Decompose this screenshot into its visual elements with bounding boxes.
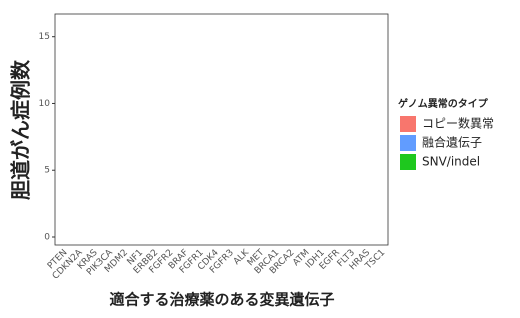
legend-label: SNV/indel xyxy=(422,155,480,169)
legend-label: コピー数異常 xyxy=(422,116,494,131)
legend-swatch xyxy=(400,154,416,170)
x-axis-label: 適合する治療薬のある変異遺伝子 xyxy=(109,291,334,309)
legend-title: ゲノム異常のタイプ xyxy=(398,97,489,110)
legend-swatch xyxy=(400,135,416,151)
y-tick-label: 15 xyxy=(39,32,50,42)
y-tick-label: 10 xyxy=(39,99,51,109)
legend-swatch xyxy=(400,116,416,132)
panel xyxy=(54,13,389,246)
y-tick-label: 0 xyxy=(44,232,50,242)
y-tick-label: 5 xyxy=(44,166,50,176)
y-axis-label: 胆道がん症例数 xyxy=(9,59,33,200)
legend-label: 融合遺伝子 xyxy=(422,135,482,150)
